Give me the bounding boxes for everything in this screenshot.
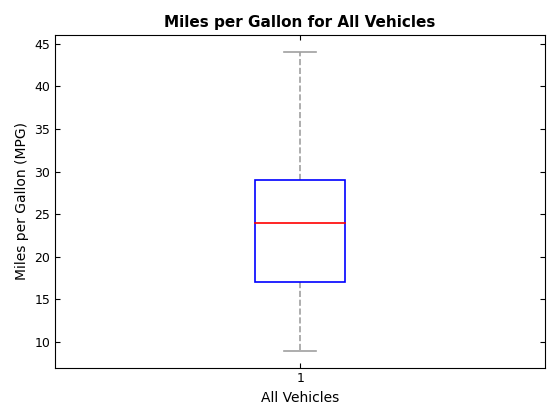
Y-axis label: Miles per Gallon (MPG): Miles per Gallon (MPG) <box>15 123 29 281</box>
Bar <box>255 180 345 282</box>
Title: Miles per Gallon for All Vehicles: Miles per Gallon for All Vehicles <box>165 15 436 30</box>
X-axis label: All Vehicles: All Vehicles <box>261 391 339 405</box>
